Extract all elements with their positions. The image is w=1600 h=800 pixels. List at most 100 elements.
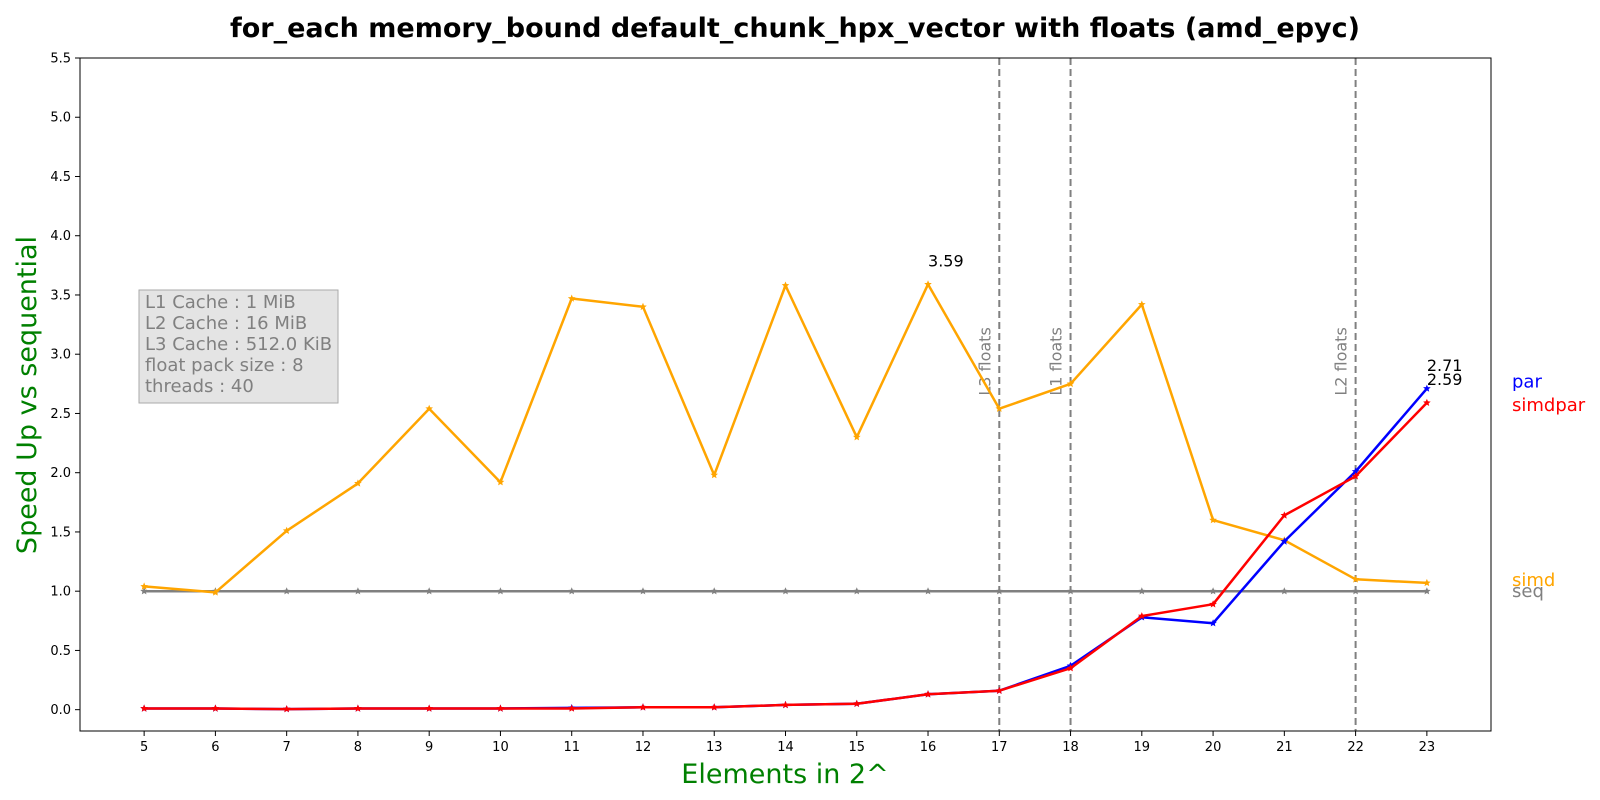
- info-box-background: [138, 289, 339, 404]
- data-point-simdpar: [282, 705, 291, 713]
- data-point-simdpar: [140, 704, 148, 712]
- x-tick-label: 17: [991, 740, 1008, 755]
- x-tick-label: 9: [425, 740, 433, 755]
- data-point-simdpar: [924, 690, 932, 698]
- data-point-seq: [853, 587, 861, 595]
- data-point-seq: [425, 587, 433, 595]
- data-point-seq: [1423, 587, 1431, 595]
- data-point-simd: [1351, 575, 1360, 583]
- series-par: [140, 384, 1431, 713]
- data-point-simd: [1423, 578, 1431, 587]
- data-point-simd: [425, 404, 433, 412]
- data-point-seq: [924, 587, 932, 595]
- data-point-simd: [1138, 300, 1146, 308]
- data-point-simdpar: [995, 686, 1004, 694]
- data-point-seq: [1280, 587, 1289, 595]
- data-point-seq: [710, 587, 718, 595]
- y-tick-label: 1.0: [50, 585, 71, 600]
- data-point-simd: [1209, 516, 1217, 524]
- data-point-par: [1209, 619, 1217, 627]
- info-line: L1 Cache : 1 MiB: [145, 292, 296, 313]
- series-simd: [140, 280, 1431, 596]
- data-point-simdpar: [1351, 472, 1360, 480]
- info-line: L3 Cache : 512.0 KiB: [145, 334, 332, 355]
- data-point-seq: [567, 587, 576, 595]
- value-annotation: 2.71: [1427, 356, 1463, 375]
- data-point-seq: [354, 587, 362, 595]
- data-point-simdpar: [496, 704, 505, 712]
- y-tick-label: 4.0: [50, 229, 71, 244]
- data-point-simdpar: [1138, 612, 1146, 620]
- data-point-simd: [995, 404, 1004, 412]
- data-point-seq: [1209, 587, 1217, 595]
- data-point-seq: [1066, 587, 1075, 595]
- data-point-simd: [710, 471, 718, 479]
- y-tick-label: 0.5: [50, 644, 71, 659]
- x-tick-label: 10: [492, 740, 509, 755]
- x-tick-label: 19: [1134, 740, 1151, 755]
- data-point-simd: [853, 433, 861, 441]
- y-axis-label: Speed Up vs sequential: [12, 236, 43, 554]
- info-line: float pack size : 8: [145, 355, 304, 376]
- value-annotation: 2.59: [1427, 370, 1463, 389]
- x-tick-label: 21: [1276, 740, 1293, 755]
- data-point-simd: [781, 281, 790, 289]
- x-tick-label: 5: [140, 740, 148, 755]
- plot-frame: [79, 57, 1492, 732]
- series-label-simd: simd: [1512, 570, 1555, 591]
- data-point-seq: [781, 587, 790, 595]
- x-tick-label: 13: [706, 740, 723, 755]
- series-label-par: par: [1512, 372, 1542, 393]
- data-point-simd: [354, 479, 362, 487]
- data-point-simdpar: [853, 699, 861, 707]
- y-tick-label: 3.5: [50, 288, 71, 303]
- data-point-simdpar: [1209, 600, 1217, 608]
- y-tick-label: 0.0: [50, 703, 71, 718]
- x-tick-label: 11: [563, 740, 580, 755]
- data-point-par: [1280, 537, 1289, 545]
- data-point-simd: [496, 478, 505, 486]
- data-point-seq: [1351, 587, 1360, 595]
- data-point-seq: [496, 587, 505, 595]
- plot-content: 0.0 0.5 1.0 1.5 2.0 2.5 3.0 3.5 4.0 4.5 5.0 5.5 5 6 7 8…: [50, 52, 1585, 756]
- info-line: L2 Cache : 16 MiB: [145, 313, 307, 334]
- data-point-simdpar: [781, 700, 790, 709]
- data-point-simdpar: [567, 704, 576, 712]
- data-point-simdpar: [1066, 664, 1075, 672]
- x-tick-label: 16: [920, 740, 937, 755]
- chart-title: for_each memory_bound default_chunk_hpx_…: [230, 13, 1360, 44]
- info-box: L1 Cache : 1 MiB L2 Cache : 16 MiB L3 Ca…: [138, 289, 339, 404]
- info-line: threads : 40: [145, 376, 254, 397]
- data-point-simdpar: [1280, 511, 1289, 519]
- data-point-par: [1423, 384, 1431, 392]
- cache-boundary-label: L1 floats: [1047, 327, 1066, 395]
- data-point-simd: [924, 280, 932, 288]
- y-tick-label: 1.5: [50, 525, 71, 540]
- x-tick-label: 12: [635, 740, 652, 755]
- data-point-simdpar: [211, 704, 220, 712]
- x-tick-label: 18: [1062, 740, 1079, 755]
- data-point-seq: [639, 587, 647, 595]
- x-tick-label: 14: [777, 740, 794, 755]
- data-point-seq: [282, 587, 291, 595]
- x-tick-label: 15: [848, 740, 865, 755]
- cache-boundary-label: L2 floats: [1332, 327, 1351, 395]
- y-tick-label: 5.5: [50, 52, 71, 67]
- series-simdpar: [140, 398, 1431, 713]
- value-annotation: 3.59: [928, 252, 964, 271]
- data-point-seq: [1138, 587, 1146, 595]
- data-point-seq: [995, 587, 1004, 595]
- data-point-simdpar: [639, 703, 647, 711]
- y-tick-label: 3.0: [50, 348, 71, 363]
- y-tick-label: 4.5: [50, 170, 71, 185]
- x-tick-label: 23: [1419, 740, 1436, 755]
- data-point-simd: [282, 526, 291, 534]
- data-point-seq: [140, 587, 148, 595]
- series-line-par: [144, 387, 1428, 711]
- data-point-simd: [1066, 379, 1075, 388]
- data-point-simdpar: [1423, 398, 1431, 406]
- x-tick-label: 6: [211, 740, 219, 755]
- series-label-simdpar: simdpar: [1512, 395, 1586, 416]
- cache-boundary-label: L3 floats: [975, 327, 994, 395]
